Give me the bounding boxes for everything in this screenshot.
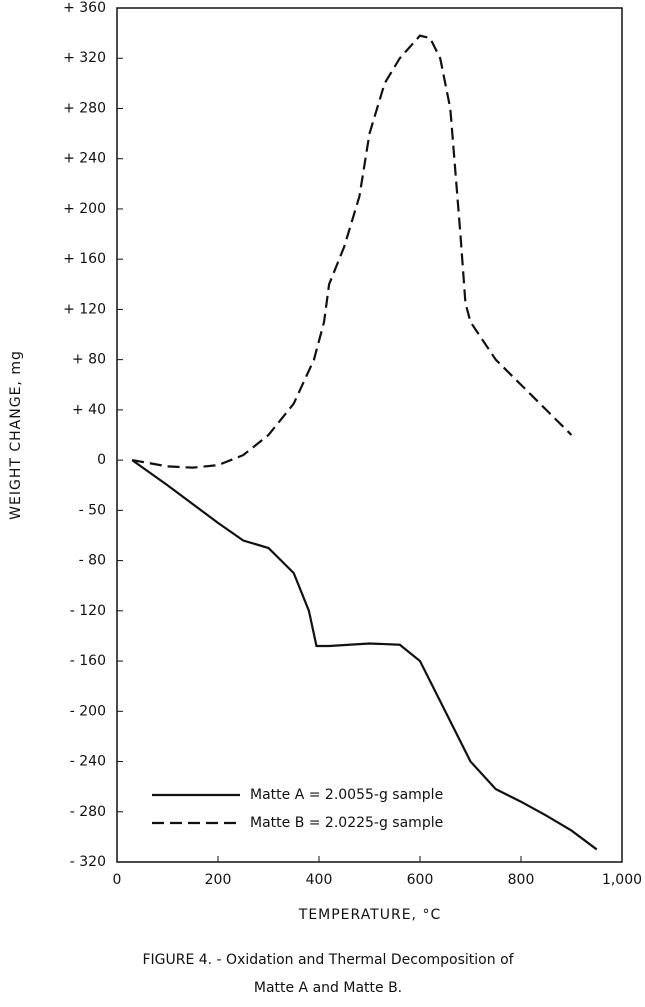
y-tick-label: + 40 — [72, 402, 106, 418]
data-line — [131, 459, 598, 851]
y-axis-label: WEIGHT CHANGE, mg — [8, 350, 24, 520]
y-tick-label: - 160 — [70, 653, 106, 669]
y-tick-label: - 50 — [79, 502, 106, 518]
y-tick-label: + 240 — [63, 151, 106, 167]
y-tick-label: - 320 — [70, 854, 106, 870]
plot-frame — [116, 7, 623, 863]
y-tick-label: + 200 — [63, 201, 106, 217]
y-tick-label: + 360 — [63, 0, 106, 16]
y-tick-label: - 120 — [70, 603, 106, 619]
x-tick-label: 0 — [113, 872, 122, 888]
y-tick-label: + 120 — [63, 301, 106, 317]
x-tick-label: 400 — [306, 872, 333, 888]
caption: Matte A and Matte B. — [254, 980, 402, 996]
x-tick-label: 1,000 — [602, 872, 642, 888]
legend-label: Matte B = 2.0225-g sample — [250, 815, 443, 831]
x-tick-label: 200 — [205, 872, 232, 888]
x-tick-label: 600 — [407, 872, 434, 888]
x-axis-label: TEMPERATURE, °C — [298, 907, 441, 923]
y-tick-label: - 80 — [79, 553, 106, 569]
legend-label: Matte A = 2.0055-g sample — [250, 787, 443, 803]
data-line — [131, 34, 573, 469]
y-tick-label: + 160 — [63, 251, 106, 267]
y-tick-label: - 280 — [70, 804, 106, 820]
y-tick-label: - 240 — [70, 754, 106, 770]
y-tick-label: + 280 — [63, 100, 106, 116]
y-tick-label: + 320 — [63, 50, 106, 66]
caption: FIGURE 4. - Oxidation and Thermal Decomp… — [142, 952, 514, 968]
x-tick-label: 800 — [508, 872, 535, 888]
y-tick-label: - 200 — [70, 703, 106, 719]
y-tick-label: 0 — [97, 452, 106, 468]
y-tick-label: + 80 — [72, 352, 106, 368]
